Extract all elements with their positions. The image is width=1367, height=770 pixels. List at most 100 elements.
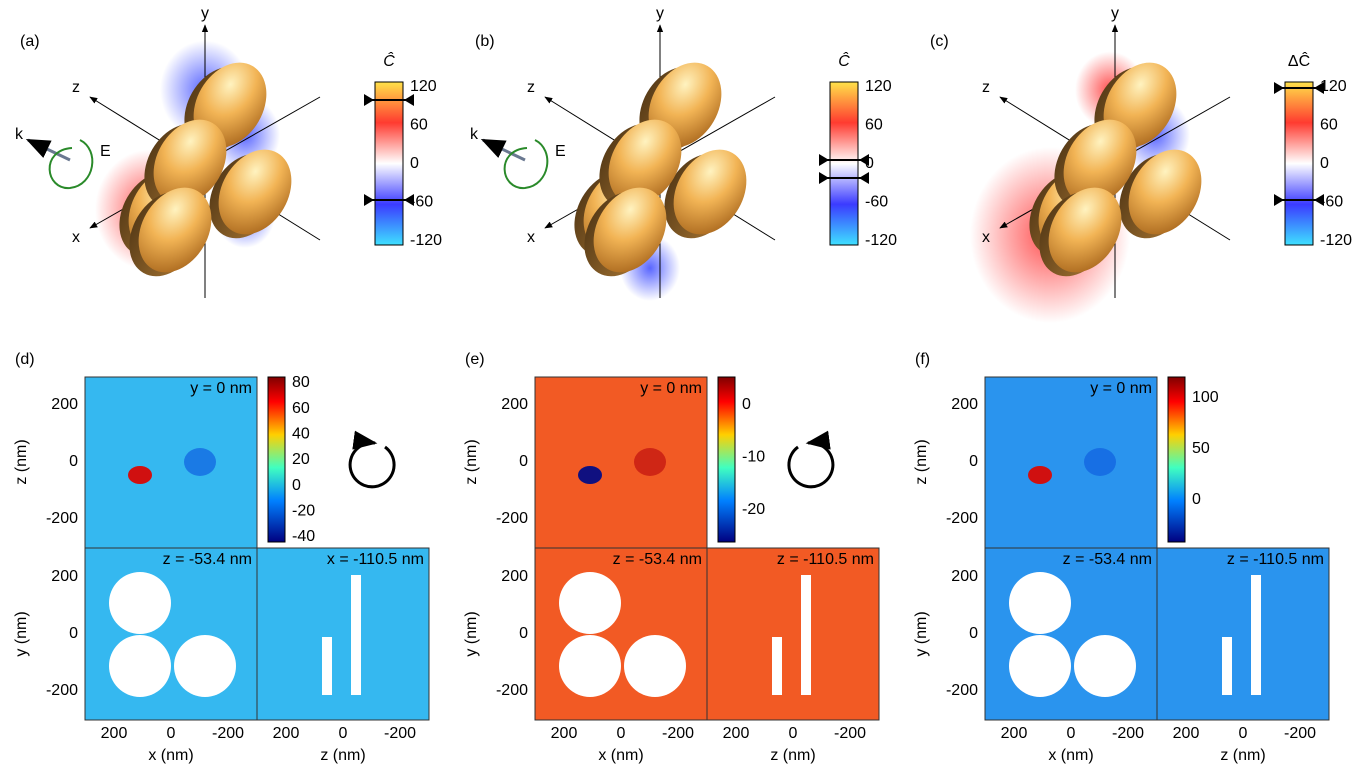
hotspot xyxy=(1028,466,1052,484)
particle-slice xyxy=(1251,575,1261,695)
map-label: z = -53.4 nm xyxy=(1063,551,1152,568)
x-tick: -200 xyxy=(1284,725,1316,742)
axis-title: z (nm) xyxy=(913,439,930,484)
field-map xyxy=(985,548,1157,720)
particle xyxy=(559,635,621,697)
k-label: k xyxy=(15,126,24,143)
colorbar-tick: -120 xyxy=(1320,232,1352,249)
x-tick: 200 xyxy=(551,725,578,742)
particle-slice xyxy=(1222,637,1232,695)
panel-label: (a) xyxy=(20,33,40,50)
colorbar-tick: 60 xyxy=(410,117,428,134)
x-tick: 200 xyxy=(1173,725,1200,742)
y-tick: 200 xyxy=(951,396,978,413)
colorbar xyxy=(1168,377,1185,542)
colorbar-tick: 60 xyxy=(1320,117,1338,134)
map-label: x = -110.5 nm xyxy=(327,551,424,568)
particle xyxy=(624,635,686,697)
colorbar-tick: 20 xyxy=(292,451,310,468)
particle xyxy=(1009,635,1071,697)
colorbar-tick: -120 xyxy=(410,232,442,249)
colorbar xyxy=(375,82,403,245)
field-map xyxy=(1157,548,1329,720)
axis-title: z (nm) xyxy=(770,747,815,764)
y-tick: 0 xyxy=(519,453,528,470)
colorbar-tick: 40 xyxy=(292,426,310,443)
map-label: y = 0 nm xyxy=(640,380,702,397)
y-tick: 0 xyxy=(519,625,528,642)
axis-title: x (nm) xyxy=(598,747,643,764)
hotspot xyxy=(1084,448,1116,476)
hotspot xyxy=(128,466,152,484)
field-map xyxy=(985,377,1157,549)
x-tick: 0 xyxy=(339,725,348,742)
colorbar-tick: 80 xyxy=(292,374,310,391)
particle xyxy=(109,572,171,634)
y-tick: 0 xyxy=(69,453,78,470)
panel-label: (b) xyxy=(475,33,495,50)
panel-label: (d) xyxy=(15,351,35,368)
colorbar-tick: -40 xyxy=(292,528,315,545)
y-tick: -200 xyxy=(46,682,78,699)
E-label: E xyxy=(555,143,566,160)
axis-label-x: x xyxy=(527,229,535,246)
E-label: E xyxy=(100,143,111,160)
hotspot xyxy=(634,448,666,476)
colorbar-tick: 0 xyxy=(410,155,419,172)
particle xyxy=(1009,572,1071,634)
colorbar-tick: 0 xyxy=(1320,155,1329,172)
axis-label-x: x xyxy=(982,229,990,246)
particle xyxy=(109,635,171,697)
y-tick: 200 xyxy=(501,396,528,413)
panel-label: (f) xyxy=(915,351,930,368)
panel-label: (e) xyxy=(465,351,485,368)
colorbar-tick: -10 xyxy=(742,449,765,466)
y-tick: 200 xyxy=(51,396,78,413)
field-map xyxy=(85,377,257,549)
axis-label-z: z xyxy=(982,79,990,96)
colorbar-tick: 0 xyxy=(1192,491,1201,508)
y-tick: 200 xyxy=(951,568,978,585)
y-tick: 200 xyxy=(501,568,528,585)
particle-slice xyxy=(772,637,782,695)
axis-label-y: y xyxy=(1111,5,1119,22)
panel-label: (c) xyxy=(930,33,949,50)
x-tick: -200 xyxy=(662,725,694,742)
x-tick: -200 xyxy=(834,725,866,742)
map-label: z = -110.5 nm xyxy=(777,551,874,568)
colorbar-tick: 120 xyxy=(410,78,437,95)
axis-label-z: z xyxy=(527,79,535,96)
x-tick: 200 xyxy=(723,725,750,742)
colorbar-tick: 60 xyxy=(292,400,310,417)
polarization xyxy=(505,140,548,188)
map-label: y = 0 nm xyxy=(190,380,252,397)
colorbar-tick: 100 xyxy=(1192,389,1219,406)
x-tick: 0 xyxy=(789,725,798,742)
k-label: k xyxy=(470,126,479,143)
x-tick: 0 xyxy=(1239,725,1248,742)
axis-title: y (nm) xyxy=(913,611,930,656)
x-tick: 200 xyxy=(1001,725,1028,742)
x-tick: 0 xyxy=(1067,725,1076,742)
y-tick: -200 xyxy=(946,510,978,527)
axis-label-y: y xyxy=(201,5,209,22)
x-tick: -200 xyxy=(1112,725,1144,742)
map-label: z = -110.5 nm xyxy=(1227,551,1324,568)
colorbar xyxy=(268,377,285,542)
colorbar-title: ΔĈ xyxy=(1288,51,1310,70)
y-tick: 0 xyxy=(969,625,978,642)
y-tick: 200 xyxy=(51,568,78,585)
colorbar-tick: -120 xyxy=(865,232,897,249)
colorbar-tick: 60 xyxy=(865,117,883,134)
particle xyxy=(1074,635,1136,697)
colorbar-tick: 120 xyxy=(1320,78,1347,95)
y-tick: -200 xyxy=(946,682,978,699)
x-tick: -200 xyxy=(384,725,416,742)
axis-title: z (nm) xyxy=(13,439,30,484)
particle xyxy=(174,635,236,697)
field-map xyxy=(707,548,879,720)
colorbar xyxy=(718,377,735,542)
